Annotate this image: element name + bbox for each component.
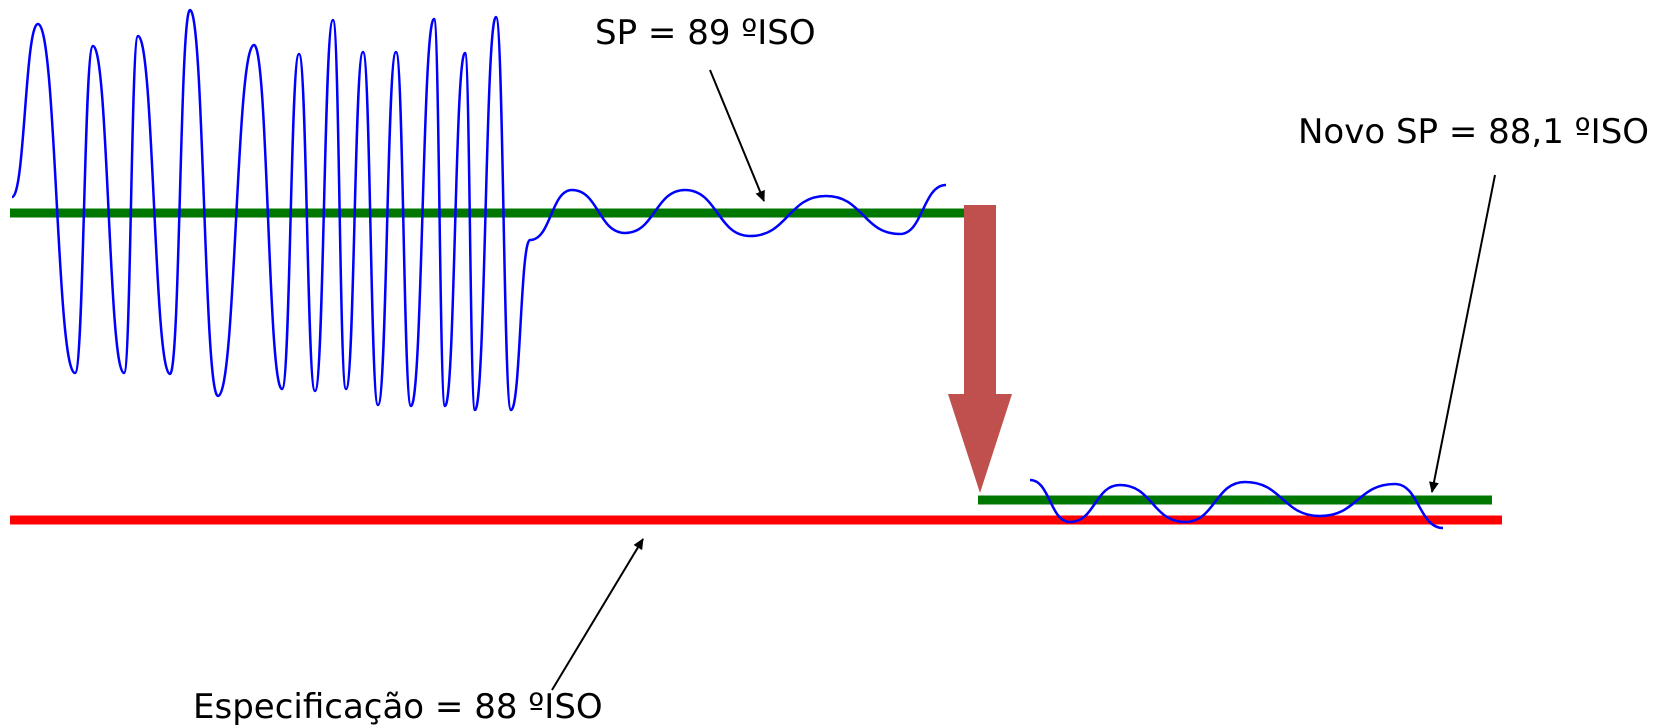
sp-old-pointer [709,69,765,202]
spec-label: Especificação = 88 ºISO [193,687,603,727]
spec-pointer [551,538,644,691]
sp-new-label: Novo SP = 88,1 ºISO [1298,112,1649,152]
setpoint-shift-arrow [948,205,1012,493]
process-signal-new-sp [1029,478,1444,530]
sp-old-label: SP = 89 ºISO [595,13,816,53]
sp-new-pointer [1429,174,1496,493]
process-signal-wide-oscillation [10,8,532,412]
process-signal-damped-old-sp [529,183,947,242]
